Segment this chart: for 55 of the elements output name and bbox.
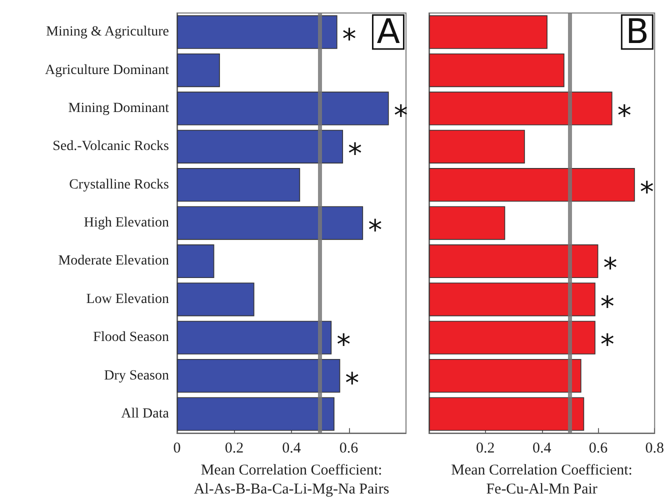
- annotation: *: [603, 252, 618, 285]
- bar: [429, 92, 612, 126]
- bar: [429, 359, 582, 393]
- bar: [177, 320, 332, 354]
- x-tick-label: 0.2: [224, 440, 244, 457]
- y-tick-label: High Elevation: [84, 216, 169, 231]
- bar: [177, 244, 214, 278]
- bar: [177, 282, 254, 316]
- bar: [177, 130, 344, 164]
- x-tick-label: 0.8: [645, 440, 664, 457]
- annotation: *: [600, 290, 614, 323]
- bar: [429, 244, 598, 278]
- bar: [429, 397, 584, 431]
- y-tick-label: All Data: [121, 406, 170, 422]
- x-tick-label: 0.2: [476, 440, 495, 457]
- annotation: *: [600, 328, 614, 362]
- annotation: *: [342, 22, 356, 56]
- bar: [429, 130, 525, 164]
- y-tick-label: Flood Season: [93, 330, 169, 346]
- annotation: *: [617, 98, 632, 132]
- y-tick-label: Sed.-Volcanic Rocks: [52, 139, 169, 154]
- y-tick-label: Low Elevation: [86, 292, 169, 307]
- bar: [177, 53, 220, 88]
- x-tick-label: 0.4: [282, 440, 302, 457]
- chart-title: A: [376, 12, 400, 52]
- annotation: *: [640, 175, 654, 208]
- bar: [429, 53, 564, 88]
- bar: [429, 320, 596, 354]
- bar: [429, 282, 596, 316]
- bar: [177, 359, 340, 393]
- x-tick-label: 0: [173, 440, 181, 457]
- x-tick-label: 0.6: [339, 440, 359, 457]
- x-tick-label: 0.4: [532, 440, 552, 457]
- y-tick-label: Mining & Agriculture: [46, 24, 169, 40]
- annotation: *: [345, 366, 360, 400]
- y-tick-label: Dry Season: [104, 368, 169, 384]
- chart-title: B: [626, 12, 650, 52]
- bar: [177, 206, 364, 240]
- y-tick-label: Moderate Elevation: [58, 254, 169, 269]
- y-tick-label: Mining Dominant: [68, 100, 170, 116]
- x-axis-title: Mean Correlation Coefficient: Fe-Cu-Al-Mn Pair: [451, 462, 632, 498]
- bar: [177, 397, 334, 431]
- bar: [429, 168, 635, 202]
- annotation: *: [348, 137, 362, 170]
- y-tick-label: Crystalline Rocks: [69, 177, 169, 192]
- bar: [429, 15, 548, 49]
- bar: [177, 92, 389, 126]
- y-tick-label: Agriculture Dominant: [44, 62, 170, 78]
- bar: [177, 15, 338, 49]
- x-tick-label: 0.6: [588, 440, 608, 457]
- annotation: *: [368, 214, 382, 247]
- bar: [429, 206, 506, 240]
- bar: [177, 168, 300, 202]
- x-axis-title: Mean Correlation Coefficient: Al-As-B-Ba-Ca-Li-Mg-Na Pairs: [194, 462, 390, 498]
- annotation: *: [336, 328, 351, 362]
